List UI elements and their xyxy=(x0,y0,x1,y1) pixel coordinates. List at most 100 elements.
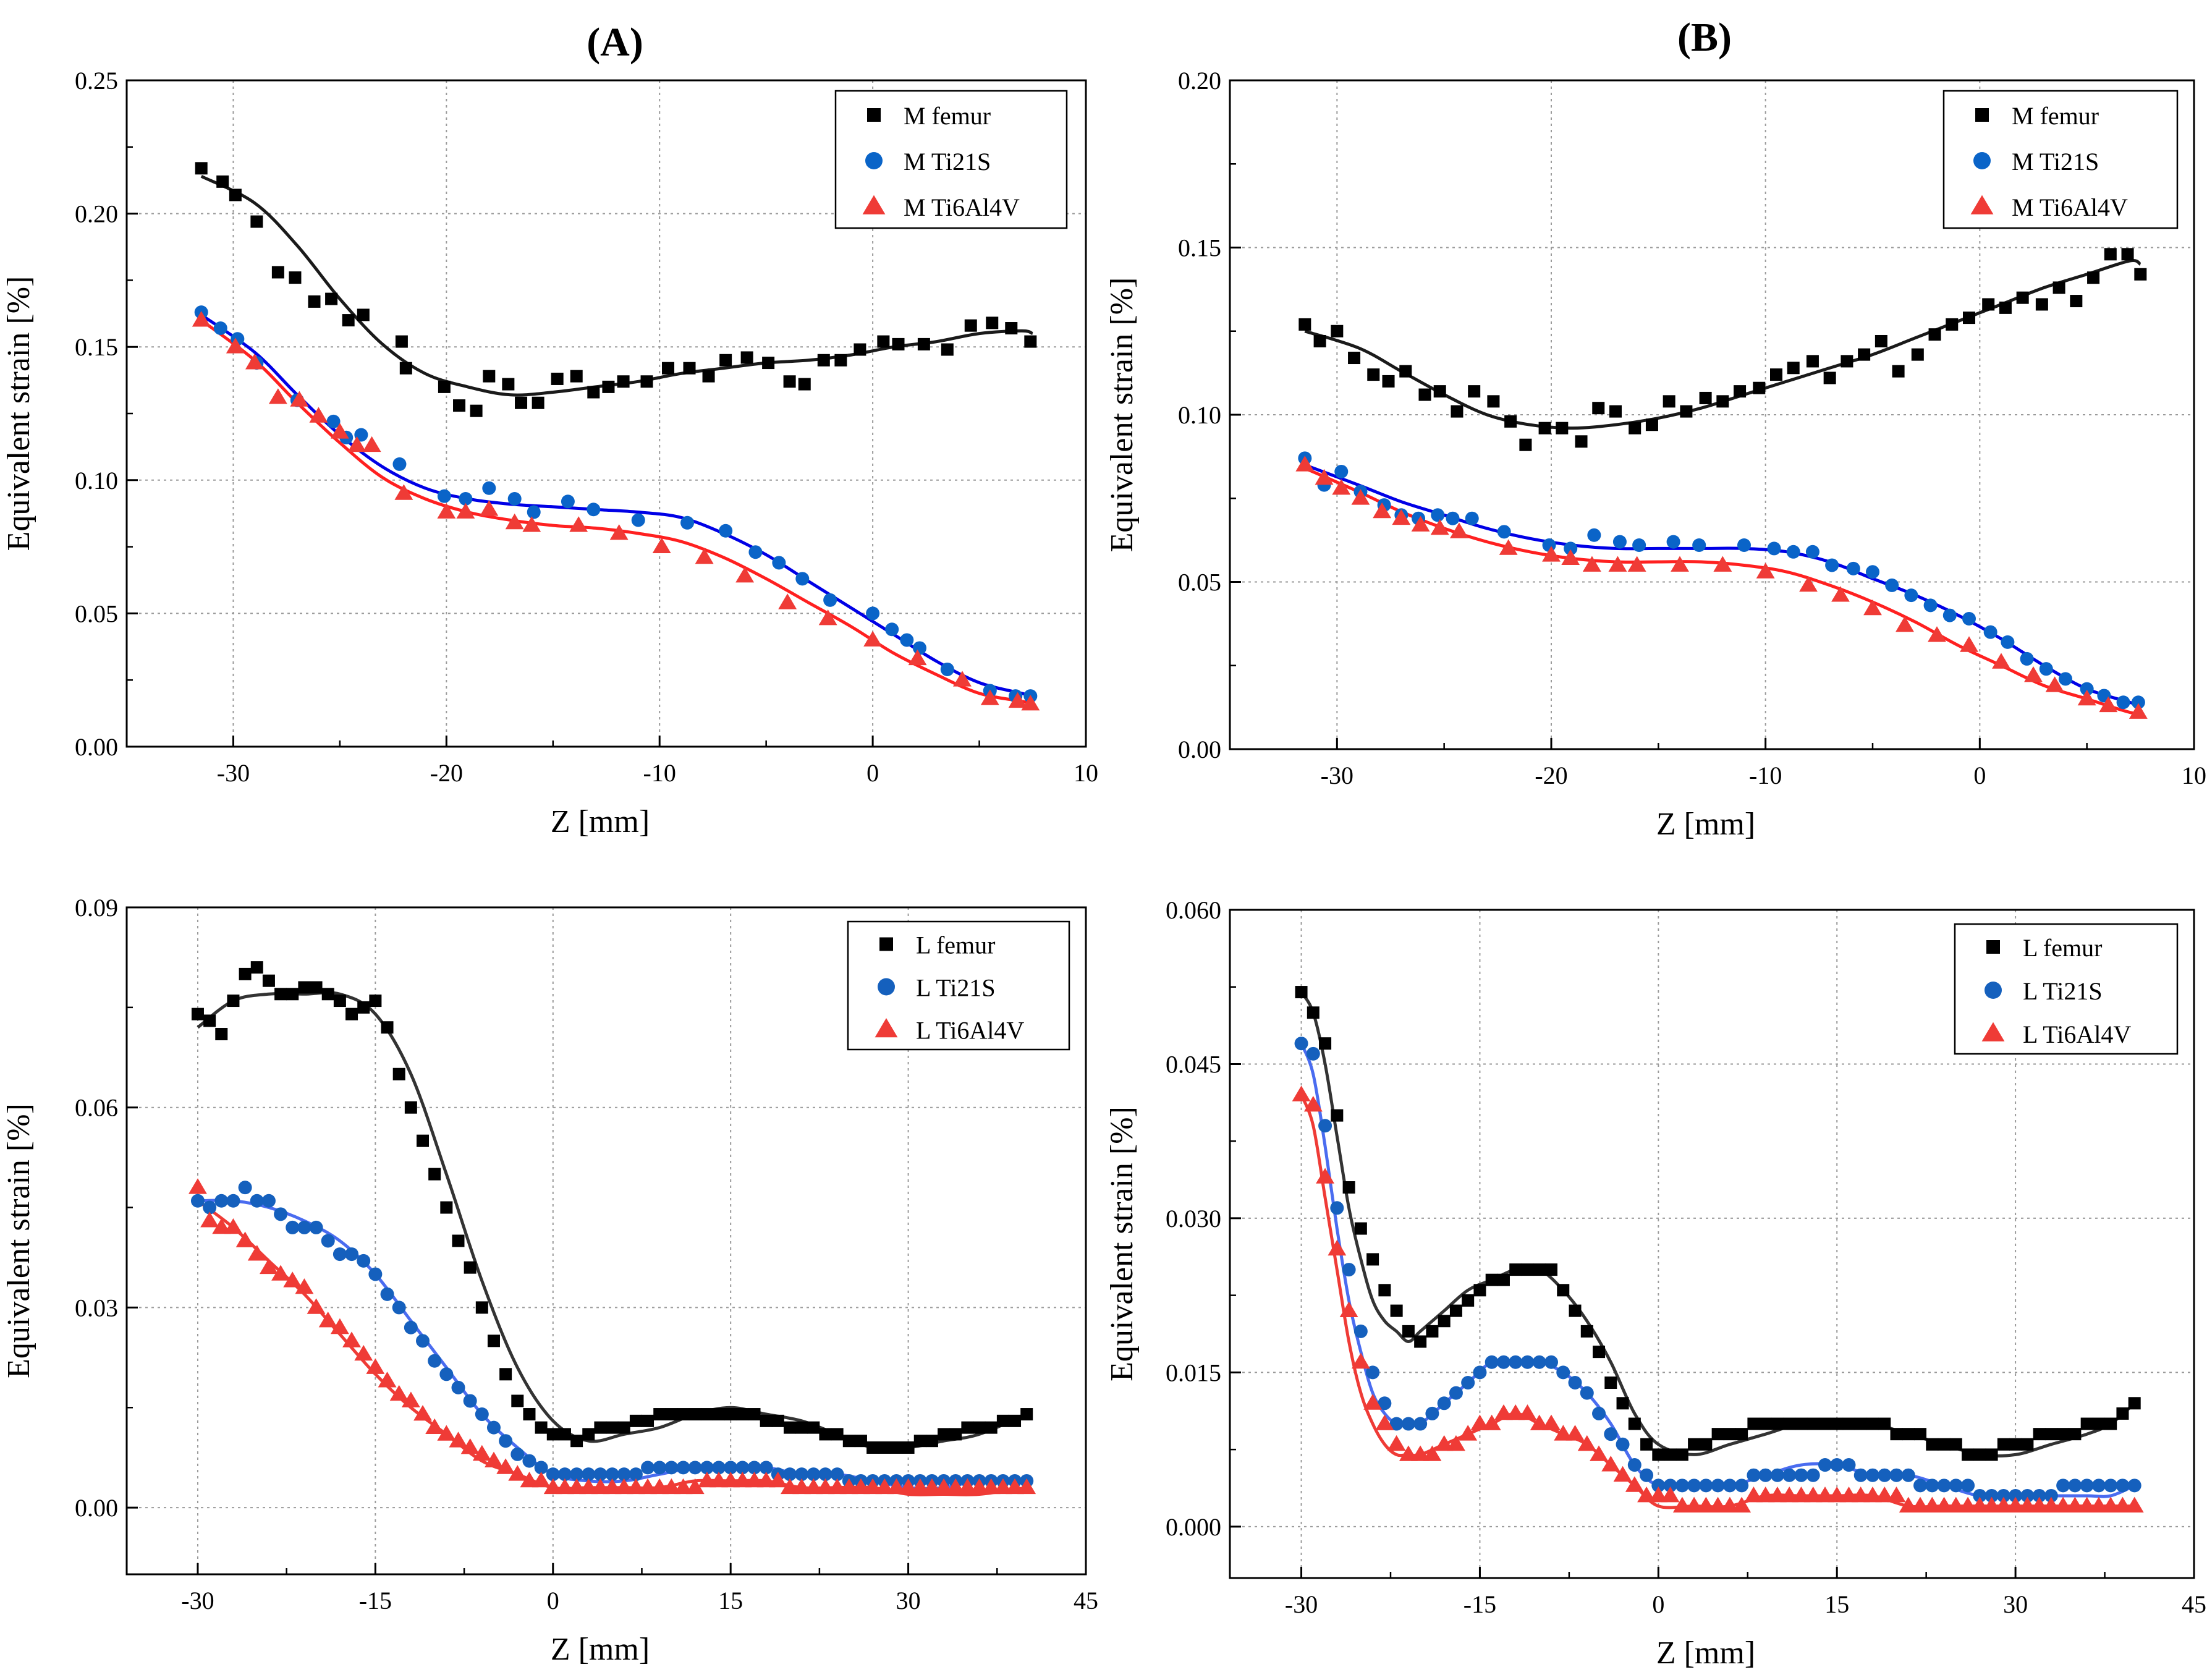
data-point xyxy=(1753,381,1766,394)
x-tick-label: 15 xyxy=(1824,1590,1849,1618)
data-point xyxy=(190,1194,205,1208)
data-point xyxy=(1700,1438,1713,1451)
data-point xyxy=(2121,248,2134,261)
data-point xyxy=(483,370,496,383)
data-point xyxy=(2087,271,2100,284)
data-point xyxy=(2070,295,2083,308)
data-point xyxy=(664,1461,679,1475)
data-point xyxy=(1688,1438,1701,1451)
data-point xyxy=(1770,1468,1784,1482)
data-point xyxy=(245,354,264,370)
data-point xyxy=(1592,1406,1606,1420)
data-point xyxy=(2052,281,2065,294)
data-point xyxy=(1960,636,1978,652)
data-point xyxy=(1830,1458,1844,1472)
data-point xyxy=(1854,1417,1867,1430)
data-point xyxy=(1430,519,1449,535)
data-point xyxy=(2016,291,2029,304)
data-point xyxy=(1904,588,1918,603)
data-point xyxy=(652,537,671,553)
data-point xyxy=(308,295,321,308)
legend: M femur M Ti21S M Ti6Al4V xyxy=(834,90,1068,229)
x-tick-label: -20 xyxy=(1535,762,1567,789)
data-point xyxy=(321,988,334,1001)
data-point xyxy=(631,513,645,527)
data-point xyxy=(401,1391,420,1407)
x-tick-label: -30 xyxy=(1285,1590,1318,1618)
data-point xyxy=(653,1408,666,1421)
data-point xyxy=(1744,1487,1763,1503)
data-point xyxy=(902,1441,915,1454)
points-m-ti6al4v xyxy=(192,311,1040,711)
data-point xyxy=(330,423,349,439)
data-point xyxy=(289,271,302,284)
data-point xyxy=(1482,1414,1501,1430)
data-point xyxy=(2035,298,2048,311)
data-point xyxy=(828,1478,847,1495)
series-m-ti6al4v xyxy=(1304,467,2141,715)
data-point xyxy=(1842,1417,1855,1430)
data-point xyxy=(1447,1435,1465,1451)
data-point xyxy=(2091,1478,2106,1493)
data-point xyxy=(816,1478,835,1495)
data-point xyxy=(1348,352,1361,365)
data-point xyxy=(226,337,245,354)
data-point xyxy=(866,1441,879,1454)
data-point xyxy=(1892,365,1905,378)
x-axis-label: Z [mm] xyxy=(551,804,650,839)
data-point xyxy=(295,1278,314,1294)
fit-curve xyxy=(1304,467,2141,715)
data-point xyxy=(1863,599,1882,616)
data-point xyxy=(2020,651,2034,666)
data-point xyxy=(627,1478,645,1495)
data-point xyxy=(286,1220,300,1234)
data-point xyxy=(733,1472,752,1488)
data-point xyxy=(1828,1487,1847,1503)
data-point xyxy=(369,995,382,1008)
data-point xyxy=(1437,1396,1451,1411)
data-point xyxy=(1542,1414,1561,1430)
y-tick-label: 0.000 xyxy=(1166,1513,1221,1541)
data-point xyxy=(839,1478,858,1495)
points-l-ti6al4v xyxy=(189,1178,1036,1495)
data-point xyxy=(1652,1448,1665,1461)
data-point xyxy=(1934,1496,1954,1512)
data-point xyxy=(333,1247,347,1262)
data-point xyxy=(192,311,211,327)
data-point xyxy=(1675,1448,1688,1461)
y-tick-label: 0.20 xyxy=(75,200,118,228)
data-point xyxy=(1020,1408,1033,1421)
x-tick-label: -30 xyxy=(1321,762,1353,789)
y-tick-label: 0.10 xyxy=(75,467,118,494)
legend-label: L Ti6Al4V xyxy=(916,1017,1024,1045)
data-point xyxy=(2021,1438,2034,1451)
data-point xyxy=(1580,1386,1594,1400)
data-point xyxy=(1985,1488,1999,1503)
data-point xyxy=(1473,1365,1487,1380)
data-point xyxy=(1722,1478,1737,1493)
data-point xyxy=(1786,545,1800,559)
data-point xyxy=(1021,695,1040,711)
data-point xyxy=(1928,328,1941,341)
data-point xyxy=(1438,1315,1451,1328)
data-point xyxy=(1664,1448,1677,1461)
data-point xyxy=(271,266,284,279)
data-point xyxy=(1295,986,1308,999)
data-point xyxy=(460,1438,480,1454)
data-point xyxy=(216,175,229,188)
data-point xyxy=(1692,538,1706,552)
data-point xyxy=(1009,1414,1022,1427)
data-point xyxy=(1962,612,1976,626)
data-point xyxy=(1853,1468,1868,1482)
chart-bottom-left: -30 -15 0 15 30 45 0.00 0.03 0.06 0.09 Z [mm] Equiv… xyxy=(1,894,1098,1667)
data-point xyxy=(1767,541,1781,556)
data-point xyxy=(2059,672,2072,686)
data-point xyxy=(1914,1428,1927,1441)
data-point xyxy=(1351,489,1370,505)
data-point xyxy=(923,1478,941,1495)
data-point xyxy=(1593,1346,1606,1359)
data-point xyxy=(949,1428,962,1441)
x-tick-label: 0 xyxy=(866,759,879,787)
data-point xyxy=(795,1421,808,1434)
data-point xyxy=(1666,535,1680,549)
